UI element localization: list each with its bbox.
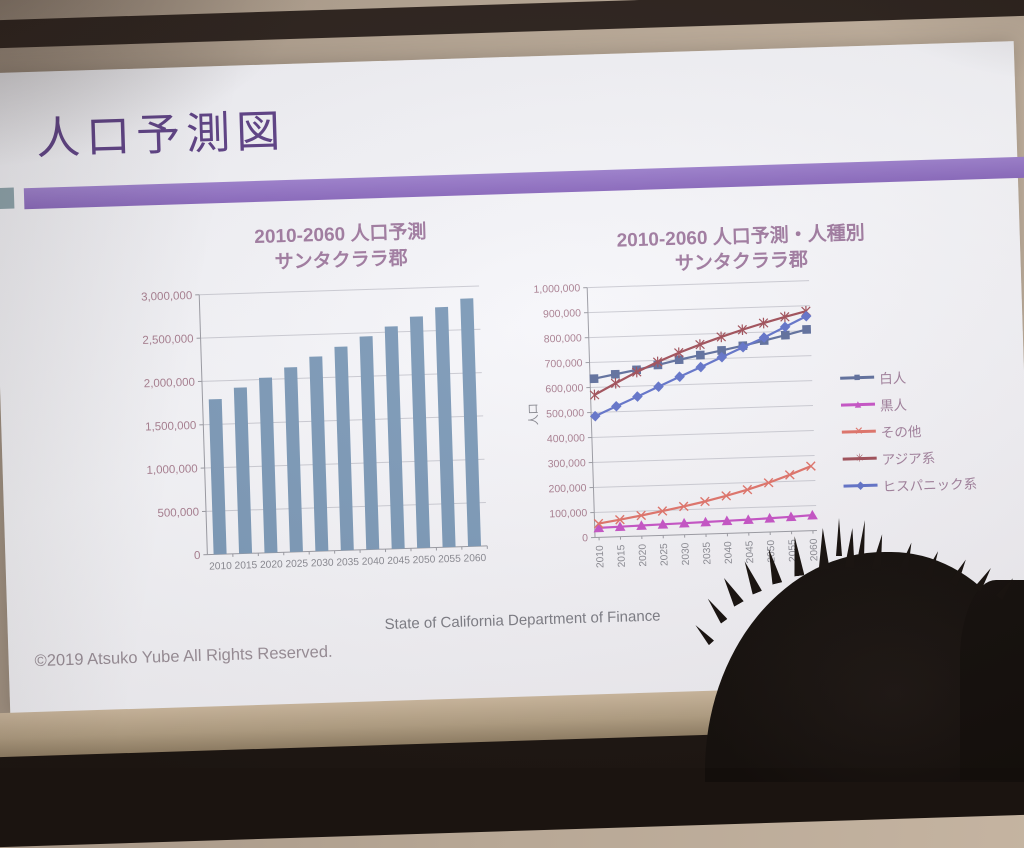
legend-item-other: ✕ その他 bbox=[841, 414, 975, 445]
legend-label: アジア系 bbox=[881, 446, 935, 468]
svg-text:700,000: 700,000 bbox=[544, 357, 582, 370]
svg-text:800,000: 800,000 bbox=[544, 332, 582, 345]
legend-line-swatch: ▲ bbox=[841, 403, 875, 407]
svg-text:1,500,000: 1,500,000 bbox=[145, 420, 197, 434]
legend-line-swatch: ◆ bbox=[844, 484, 878, 488]
svg-text:2025: 2025 bbox=[659, 543, 671, 566]
square-marker-icon: ■ bbox=[854, 372, 861, 383]
legend-line-swatch: ✳ bbox=[843, 457, 877, 461]
svg-text:2025: 2025 bbox=[285, 558, 308, 570]
svg-text:2010: 2010 bbox=[595, 545, 607, 568]
legend-label: 白人 bbox=[879, 366, 907, 387]
svg-text:2030: 2030 bbox=[680, 542, 692, 565]
svg-text:1,000,000: 1,000,000 bbox=[146, 463, 198, 477]
legend-item-asian: ✳ アジア系 bbox=[842, 441, 976, 472]
screen-top-frame bbox=[0, 0, 1024, 49]
svg-text:2020: 2020 bbox=[260, 559, 283, 571]
svg-text:100,000: 100,000 bbox=[549, 507, 587, 520]
legend-label: ヒスパニック系 bbox=[882, 472, 977, 495]
svg-text:2040: 2040 bbox=[723, 541, 735, 564]
slide-title: 人口予測図 bbox=[35, 95, 287, 167]
legend-item-hispanic: ◆ ヒスパニック系 bbox=[843, 468, 977, 499]
legend-label: 黒人 bbox=[880, 393, 908, 414]
star-marker-icon: ✳ bbox=[855, 453, 865, 464]
legend-line-swatch: ✕ bbox=[842, 430, 876, 434]
svg-text:2035: 2035 bbox=[702, 541, 714, 564]
svg-text:500,000: 500,000 bbox=[157, 507, 199, 520]
svg-text:2020: 2020 bbox=[638, 543, 650, 566]
head-silhouette bbox=[960, 580, 1024, 780]
svg-text:600,000: 600,000 bbox=[545, 382, 583, 395]
svg-text:人口: 人口 bbox=[527, 403, 541, 425]
bar-chart-plot: 0 500,000 1,000,000 1,500,000 2,000,000 2,500… bbox=[127, 268, 566, 581]
svg-text:1,000,000: 1,000,000 bbox=[533, 282, 580, 295]
source-caption: State of California Department of Financ… bbox=[337, 606, 707, 635]
svg-text:0: 0 bbox=[582, 532, 588, 544]
svg-text:2050: 2050 bbox=[413, 554, 436, 566]
svg-text:500,000: 500,000 bbox=[546, 407, 584, 420]
accent-bar bbox=[24, 156, 1024, 209]
svg-text:2,500,000: 2,500,000 bbox=[142, 333, 194, 347]
triangle-marker-icon: ▲ bbox=[852, 399, 863, 410]
svg-text:2030: 2030 bbox=[311, 558, 334, 570]
legend-label: その他 bbox=[881, 420, 922, 441]
svg-text:2045: 2045 bbox=[387, 555, 410, 567]
svg-text:2015: 2015 bbox=[234, 560, 257, 572]
svg-text:0: 0 bbox=[194, 550, 201, 562]
x-marker-icon: ✕ bbox=[854, 426, 864, 437]
svg-text:300,000: 300,000 bbox=[548, 457, 586, 470]
svg-text:2045: 2045 bbox=[745, 540, 757, 563]
legend-item-black: ▲ 黒人 bbox=[841, 387, 975, 418]
svg-text:400,000: 400,000 bbox=[547, 432, 585, 445]
copyright-note: ©2019 Atsuko Yube All Rights Reserved. bbox=[34, 643, 332, 671]
svg-text:2010: 2010 bbox=[209, 561, 232, 573]
svg-text:200,000: 200,000 bbox=[548, 482, 586, 495]
svg-text:2,000,000: 2,000,000 bbox=[144, 377, 196, 391]
svg-text:2015: 2015 bbox=[616, 544, 628, 567]
svg-text:2060: 2060 bbox=[809, 538, 821, 561]
chart-legend: ■ 白人 ▲ 黒人 ✕ その他 ✳ アジア系 ◆ ヒスパニック系 bbox=[840, 361, 978, 500]
svg-text:900,000: 900,000 bbox=[543, 307, 581, 320]
svg-text:2035: 2035 bbox=[336, 557, 359, 569]
legend-item-white: ■ 白人 bbox=[840, 361, 974, 392]
svg-text:2040: 2040 bbox=[362, 556, 385, 568]
svg-text:2060: 2060 bbox=[463, 553, 486, 565]
accent-square bbox=[0, 188, 14, 210]
svg-text:2055: 2055 bbox=[438, 554, 461, 566]
legend-line-swatch: ■ bbox=[840, 376, 874, 380]
svg-text:3,000,000: 3,000,000 bbox=[141, 290, 193, 304]
diamond-marker-icon: ◆ bbox=[856, 480, 865, 491]
